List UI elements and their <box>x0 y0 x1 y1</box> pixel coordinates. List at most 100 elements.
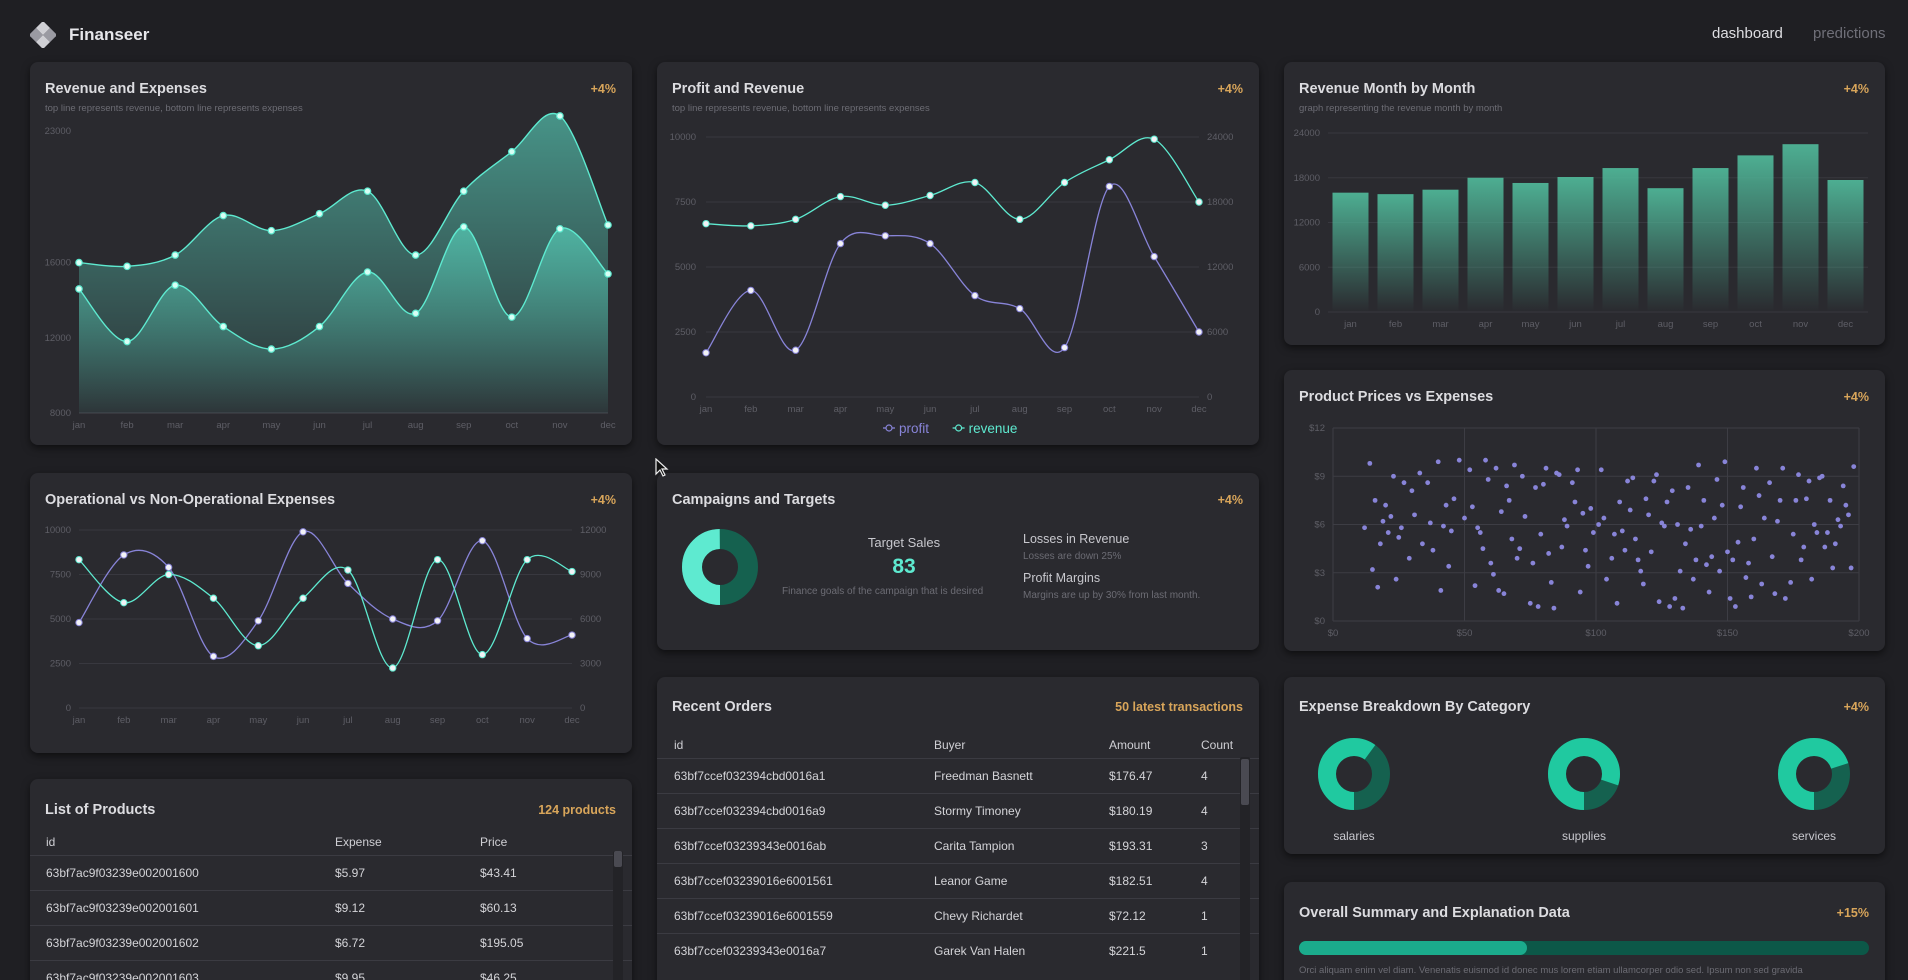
target-donut <box>682 529 758 605</box>
data-point <box>523 634 531 643</box>
table-row[interactable]: 63bf7ccef03239343e0016a7 Garek Van Halen… <box>657 933 1259 968</box>
data-point <box>1016 304 1024 313</box>
data-point <box>1195 328 1203 336</box>
scatter-point <box>1619 528 1625 534</box>
x-tick-label: sep <box>1703 319 1718 330</box>
table-row[interactable]: 63bf7ac9f03239e002001603 $9.95 $46.25 <box>30 960 632 980</box>
table-row[interactable]: 63bf7ac9f03239e002001601 $9.12 $60.13 <box>30 890 632 925</box>
column-header-count[interactable]: Count <box>1201 738 1234 752</box>
legend-label: profit <box>899 421 929 436</box>
profit-revenue-chart: 0 2500 5000 7500 10000 0 6000 12000 18000 24000 ja… <box>670 132 1234 436</box>
x-tick-label: sep <box>1057 404 1072 415</box>
data-point <box>433 555 442 564</box>
scatter-point <box>1714 477 1720 482</box>
bar <box>1557 177 1594 312</box>
column-header-expense[interactable]: Expense <box>335 835 382 849</box>
data-point <box>219 322 228 331</box>
y-tick-label-right: 0 <box>580 703 585 714</box>
scatter-point <box>1677 568 1683 574</box>
scatter-point <box>1501 591 1507 597</box>
scatter-point <box>1801 544 1807 550</box>
nav-dashboard-link[interactable]: dashboard <box>1712 25 1783 42</box>
x-tick-label: mar <box>167 420 183 431</box>
losses-description: Losses are down 25% <box>1023 551 1122 562</box>
column-header-price[interactable]: Price <box>480 835 508 849</box>
expense-breakdown-donuts <box>1318 738 1850 810</box>
scatter-point <box>1443 502 1449 508</box>
y-tick-label-right: 24000 <box>1207 132 1233 143</box>
product-expense: $9.12 <box>335 901 366 915</box>
data-point <box>120 551 128 559</box>
data-point <box>791 346 800 354</box>
scatter-point <box>1835 517 1841 523</box>
column-header-id[interactable]: id <box>46 835 56 849</box>
table-row[interactable]: 63bf7ccef032394cbd0016a1 Freedman Basnet… <box>657 758 1259 793</box>
x-tick-label: jan <box>699 404 713 415</box>
data-point <box>1060 178 1069 187</box>
x-tick-label: nov <box>1793 319 1809 330</box>
order-buyer: Leanor Game <box>934 874 1008 888</box>
nav-predictions-link[interactable]: predictions <box>1813 25 1886 42</box>
scatter-point <box>1738 504 1744 510</box>
scatter-point <box>1743 575 1749 580</box>
scatter-point <box>1541 481 1546 487</box>
scatter-point <box>1693 557 1699 563</box>
column-header-id[interactable]: id <box>674 738 684 752</box>
x-tick-label: jan <box>72 420 86 431</box>
x-tick-label: feb <box>1389 319 1402 330</box>
scatter-point <box>1827 497 1833 503</box>
product-id: 63bf7ac9f03239e002001600 <box>46 866 199 880</box>
scatter-point <box>1420 541 1425 547</box>
order-count: 4 <box>1201 874 1208 888</box>
scatter-point <box>1543 465 1549 471</box>
app-name: Finanseer <box>69 25 150 44</box>
data-point <box>209 594 218 602</box>
scatter-point <box>1782 596 1788 601</box>
data-point <box>1105 182 1114 191</box>
column-header-buyer[interactable]: Buyer <box>934 738 966 752</box>
operational-expenses-panel: Operational vs Non-Operational Expenses … <box>30 473 632 753</box>
data-point <box>459 223 468 231</box>
scrollbar-thumb[interactable] <box>614 851 622 867</box>
data-point <box>1195 198 1203 206</box>
table-row[interactable]: 63bf7ac9f03239e002001602 $6.72 $195.05 <box>30 925 632 960</box>
donut-segment <box>682 529 758 605</box>
y-tick-label-left: 2500 <box>675 327 696 338</box>
scatter-point <box>1585 563 1591 569</box>
data-point <box>702 349 710 357</box>
y-tick-label-right: 18000 <box>1207 197 1233 208</box>
scatter-point <box>1456 457 1462 463</box>
table-row[interactable]: 63bf7ccef03239343e0016ab Carita Tampion … <box>657 828 1259 863</box>
column-header-amount[interactable]: Amount <box>1109 738 1151 752</box>
scatter-point <box>1380 518 1386 524</box>
orders-scrollbar[interactable] <box>1240 757 1250 980</box>
scatter-point <box>1819 473 1825 479</box>
order-id: 63bf7ccef032394cbd0016a1 <box>674 769 826 783</box>
data-point <box>881 232 889 240</box>
scatter-point <box>1517 546 1523 552</box>
x-tick-label: sep <box>430 715 445 726</box>
y-tick-label: $6 <box>1314 520 1325 531</box>
table-row[interactable]: 63bf7ccef032394cbd0016a9 Stormy Timoney … <box>657 793 1259 828</box>
data-point <box>363 187 372 195</box>
scatter-point <box>1509 536 1515 542</box>
scatter-point <box>1577 589 1583 595</box>
order-id: 63bf7ccef032394cbd0016a9 <box>674 804 826 818</box>
order-amount: $180.19 <box>1109 804 1153 818</box>
y-tick-label-right: 9000 <box>580 570 601 581</box>
bar <box>1827 179 1864 312</box>
scatter-point <box>1706 589 1712 595</box>
products-scrollbar[interactable] <box>613 851 623 980</box>
scatter-point <box>1475 525 1481 531</box>
table-row[interactable]: 63bf7ccef03239016e6001559 Chevy Richarde… <box>657 898 1259 933</box>
scatter-point <box>1809 576 1815 582</box>
order-buyer: Stormy Timoney <box>934 804 1021 818</box>
panel-badge: +4% <box>1843 390 1869 404</box>
panel-title: Product Prices vs Expenses <box>1299 389 1494 405</box>
scatter-point <box>1725 549 1730 555</box>
x-tick-label: apr <box>834 404 848 415</box>
scrollbar-thumb[interactable] <box>1241 759 1249 805</box>
table-row[interactable]: 63bf7ac9f03239e002001600 $5.97 $43.41 <box>30 855 632 890</box>
table-row[interactable]: 63bf7ccef03239016e6001561 Leanor Game $1… <box>657 863 1259 898</box>
x-tick-label: nov <box>1147 404 1163 415</box>
